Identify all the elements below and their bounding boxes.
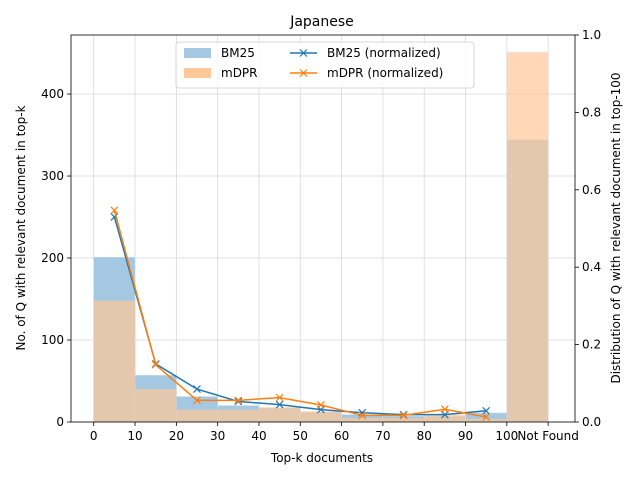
legend-label-bm25: BM25 bbox=[221, 46, 255, 60]
y-right-tick-label: 0.0 bbox=[582, 415, 601, 429]
point-bm25-normalized bbox=[193, 385, 201, 394]
x-ticks: 0 10 20 30 40 50 60 70 80 90 100 Not Found bbox=[90, 422, 579, 443]
axes bbox=[70, 34, 576, 423]
y-right-tick-label: 0.8 bbox=[582, 105, 601, 119]
y-right-tick-label: 1.0 bbox=[582, 28, 601, 42]
legend-label-mdpr-normalized: mDPR (normalized) bbox=[327, 66, 443, 80]
x-tick-label: Not Found bbox=[517, 429, 578, 443]
point-mdpr-normalized bbox=[440, 405, 449, 414]
point-mdpr-normalized bbox=[193, 396, 201, 405]
y-left-tick-label: 400 bbox=[41, 87, 64, 101]
x-tick-label: 50 bbox=[293, 429, 308, 443]
legend-swatch-bm25 bbox=[184, 48, 211, 58]
y-left-tick-label: 200 bbox=[41, 251, 64, 265]
bar-mdpr-9 bbox=[465, 418, 507, 422]
grid bbox=[71, 35, 575, 423]
point-bm25-normalized bbox=[275, 400, 284, 409]
x-tick-label: 40 bbox=[251, 429, 266, 443]
legend-marker-bm25-normalized bbox=[299, 49, 308, 57]
bar-mdpr-10 bbox=[506, 52, 549, 422]
point-mdpr-normalized bbox=[151, 360, 160, 369]
y-left-tick-label: 100 bbox=[41, 333, 64, 347]
x-tick-label: 20 bbox=[169, 429, 184, 443]
legend-box bbox=[175, 41, 475, 89]
y-left-axis-label: No. of Q with relevant document in top-k bbox=[14, 105, 28, 350]
lines bbox=[110, 206, 491, 421]
x-tick-label: 10 bbox=[127, 429, 142, 443]
bar-mdpr-0 bbox=[93, 300, 136, 422]
y-left-tick-label: 300 bbox=[41, 169, 64, 183]
legend-swatch-mdpr bbox=[184, 68, 211, 78]
point-mdpr-normalized bbox=[317, 401, 325, 409]
x-tick-label: 0 bbox=[90, 429, 98, 443]
bar-mdpr-3 bbox=[217, 409, 259, 422]
y-left-tick-label: 0 bbox=[56, 415, 64, 429]
point-mdpr-normalized bbox=[275, 393, 284, 402]
x-tick-label: 60 bbox=[334, 429, 349, 443]
point-mdpr-normalized bbox=[110, 206, 119, 215]
point-mdpr-normalized bbox=[234, 396, 243, 405]
x-tick-label: 70 bbox=[375, 429, 390, 443]
bar-mdpr-6 bbox=[341, 417, 383, 422]
bar-mdpr-5 bbox=[300, 411, 342, 422]
x-tick-label: 30 bbox=[210, 429, 225, 443]
bars bbox=[93, 52, 549, 423]
bar-mdpr-8 bbox=[424, 414, 466, 422]
y-right-tick-label: 0.4 bbox=[582, 260, 601, 274]
point-bm25-normalized bbox=[482, 406, 491, 415]
legend-label-mdpr: mDPR bbox=[221, 66, 258, 80]
bar-mdpr-7 bbox=[382, 417, 425, 422]
plot-frame bbox=[70, 34, 576, 423]
legend-label-bm25-normalized: BM25 (normalized) bbox=[327, 46, 441, 60]
line-mdpr-normalized bbox=[113, 210, 487, 418]
x-tick-label: 90 bbox=[458, 429, 473, 443]
y-right-ticks: 0.0 0.2 0.4 0.6 0.8 1.0 bbox=[575, 28, 601, 429]
y-right-axis-label: Distribution of Q with relevant document… bbox=[609, 72, 623, 383]
line-bm25-normalized bbox=[113, 216, 487, 416]
chart-title: Japanese bbox=[289, 14, 354, 30]
point-bm25-normalized bbox=[234, 397, 243, 406]
point-mdpr-normalized bbox=[358, 411, 367, 420]
y-right-tick-label: 0.6 bbox=[582, 183, 601, 197]
point-mdpr-normalized bbox=[399, 411, 408, 420]
x-tick-label: 100 bbox=[495, 429, 518, 443]
legend: BM25 mDPR BM25 (normalized) mDPR (normalize… bbox=[175, 41, 475, 89]
y-right-tick-label: 0.2 bbox=[582, 338, 601, 352]
x-tick-label: 80 bbox=[417, 429, 432, 443]
bar-mdpr-1 bbox=[135, 389, 177, 422]
y-left-ticks: 0 100 200 300 400 bbox=[41, 87, 71, 429]
x-axis-label: Top-k documents bbox=[270, 451, 373, 465]
point-mdpr-normalized bbox=[482, 413, 491, 421]
bar-mdpr-2 bbox=[176, 409, 218, 422]
legend-marker-mdpr-normalized bbox=[299, 69, 308, 77]
bar-mdpr-4 bbox=[258, 407, 301, 422]
